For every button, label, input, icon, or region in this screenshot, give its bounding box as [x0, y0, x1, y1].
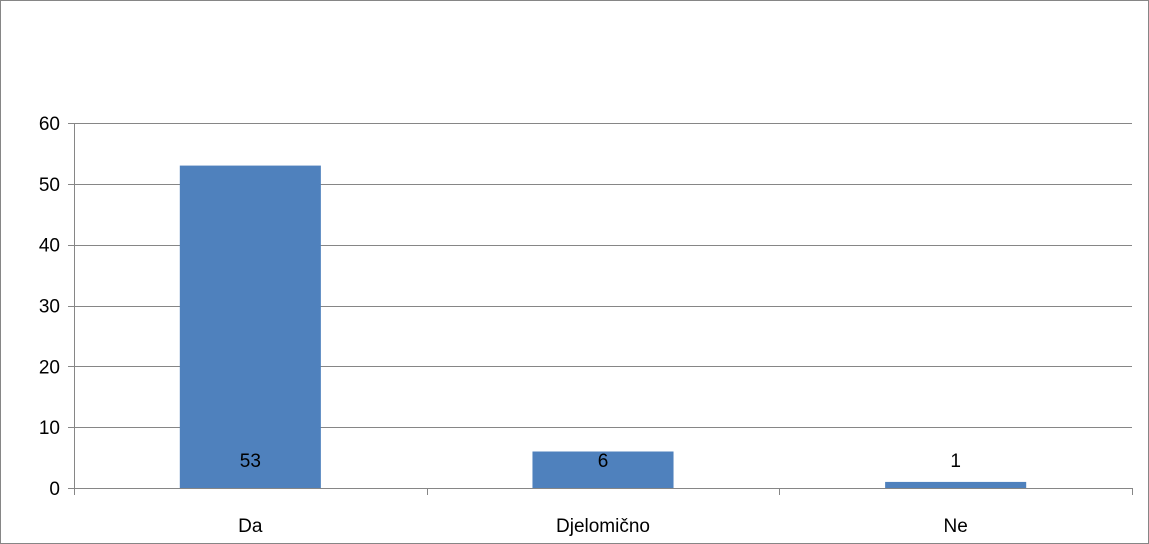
labels: 0 10 20 30 40 50 60 53 Da 6 Djelomično 1 Ne: [39, 114, 968, 537]
y-tick-label: 30: [39, 297, 60, 318]
axes: [68, 123, 1133, 495]
bar-djelomično: [532, 451, 674, 488]
y-tick-label: 60: [39, 114, 60, 135]
bars: [179, 165, 1027, 489]
x-category-label: Ne: [944, 516, 968, 537]
y-tick-label: 10: [39, 418, 60, 439]
bar-ne: [885, 481, 1027, 488]
data-label: 1: [950, 451, 961, 472]
data-label: 6: [598, 451, 609, 472]
x-category-label: Djelomično: [556, 516, 650, 537]
y-tick-label: 50: [39, 175, 60, 196]
y-tick-label: 20: [39, 357, 60, 378]
x-category-label: Da: [238, 516, 263, 537]
y-tick-label: 0: [49, 479, 60, 500]
data-label: 53: [240, 451, 261, 472]
bar-da: [179, 165, 321, 489]
y-tick-label: 40: [39, 236, 60, 257]
